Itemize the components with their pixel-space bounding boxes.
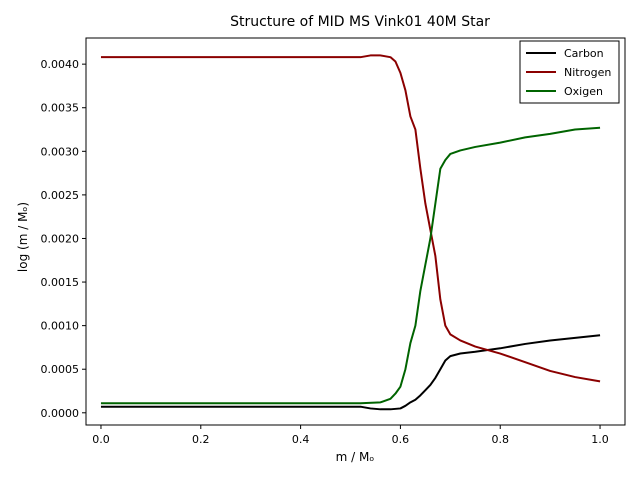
y-tick-label: 0.0025	[41, 189, 80, 202]
legend-label-oxigen: Oxigen	[564, 85, 603, 98]
y-tick-label: 0.0000	[41, 407, 80, 420]
y-tick-label: 0.0035	[41, 102, 80, 115]
plot-frame	[85, 37, 626, 426]
axes-layer: 0.0 0.2 0.4 0.6 0.8 1.0 0.0000 0.0005 0.0010 0.00…	[41, 37, 626, 446]
legend-label-nitrogen: Nitrogen	[564, 66, 611, 79]
legend-label-carbon: Carbon	[564, 47, 604, 60]
y-tick-label: 0.0030	[41, 145, 80, 158]
y-tick-label: 0.0020	[41, 232, 80, 245]
x-axis-label: m / Mₒ	[336, 450, 375, 464]
x-tick-label: 0.8	[491, 433, 509, 446]
y-tick-label: 0.0015	[41, 276, 80, 289]
x-tick-label: 1.0	[591, 433, 609, 446]
chart-title: Structure of MID MS Vink01 40M Star	[230, 14, 490, 30]
y-tick-label: 0.0005	[41, 363, 80, 376]
legend: Carbon Nitrogen Oxigen	[519, 40, 620, 104]
y-tick-label: 0.0040	[41, 58, 80, 71]
x-tick-label: 0.6	[392, 433, 410, 446]
series-layer	[100, 54, 601, 411]
x-tick-label: 0.2	[192, 433, 210, 446]
y-tick-label: 0.0010	[41, 320, 80, 333]
y-axis-label: log (m / Mₒ)	[16, 202, 30, 272]
x-tick-label: 0.4	[292, 433, 310, 446]
series-line-oxigen	[100, 126, 601, 405]
series-line-carbon	[100, 334, 601, 411]
x-tick-label: 0.0	[92, 433, 110, 446]
series-line-nitrogen	[100, 54, 601, 383]
